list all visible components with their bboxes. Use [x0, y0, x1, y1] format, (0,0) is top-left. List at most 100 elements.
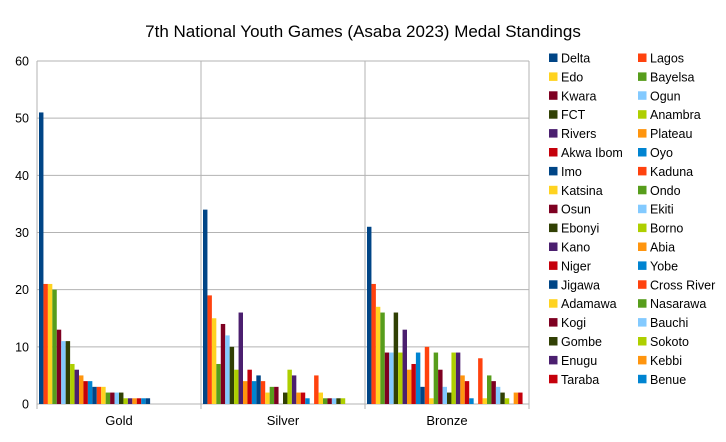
bar [367, 226, 372, 404]
legend-swatch [638, 355, 647, 365]
bar [487, 375, 492, 404]
legend-item: Osun [549, 203, 591, 217]
legend-item: Kebbi [638, 354, 682, 368]
bar [380, 312, 385, 404]
legend-label: Plateau [650, 127, 692, 141]
legend-item: Ogun [638, 89, 681, 103]
bar [101, 386, 106, 404]
legend-label: Ekiti [650, 203, 674, 217]
bar [300, 392, 306, 404]
legend-item: Katsina [549, 184, 603, 198]
legend-label: Akwa Ibom [561, 146, 623, 160]
y-tick-label: 20 [15, 283, 29, 297]
legend-swatch [549, 337, 558, 346]
bar [119, 392, 124, 404]
bar [389, 352, 394, 404]
legend-item: Abia [638, 241, 675, 255]
legend-label: Edo [561, 70, 583, 84]
legend-item: Cross River [638, 278, 715, 292]
legend-item: Rivers [549, 127, 596, 141]
legend-item: Enugu [549, 354, 597, 368]
bar [70, 363, 75, 404]
bar [211, 318, 217, 404]
legend-swatch [549, 261, 558, 270]
legend-label: Kano [561, 241, 590, 255]
bar [447, 392, 452, 404]
legend-swatch [638, 242, 647, 251]
legend-label: Ogun [650, 89, 681, 103]
legend-item: Taraba [549, 373, 599, 387]
legend-item: Edo [549, 70, 583, 84]
bar [220, 323, 226, 404]
legend-swatch [638, 204, 647, 214]
bar [256, 375, 261, 404]
bar [283, 392, 288, 404]
legend-swatch [549, 185, 558, 195]
bar [65, 341, 71, 404]
legend-label: Jigawa [561, 278, 600, 292]
bar [455, 352, 461, 404]
bar [442, 386, 447, 404]
legend-item: Lagos [638, 52, 684, 66]
legend-label: Nasarawa [650, 297, 706, 311]
legend-label: Kaduna [650, 165, 693, 179]
bar [331, 398, 337, 404]
legend-label: Benue [650, 373, 686, 387]
bar [92, 386, 97, 404]
legend-swatch [638, 166, 647, 176]
bar [238, 312, 243, 404]
legend-swatch [638, 318, 647, 327]
bar [393, 312, 399, 404]
legend-swatch [549, 72, 558, 81]
bar [47, 283, 53, 404]
bar [424, 346, 430, 404]
bar [411, 363, 416, 404]
legend-item: Plateau [638, 127, 692, 141]
bar [216, 363, 221, 404]
legend-item: Kogi [549, 316, 586, 330]
bar [61, 341, 66, 404]
legend-label: Rivers [561, 127, 596, 141]
legend-label: Ondo [650, 184, 681, 198]
bar [145, 398, 151, 404]
legend-item: Delta [549, 52, 590, 66]
y-tick-label: 0 [22, 398, 29, 412]
bar [229, 346, 235, 404]
legend-swatch [549, 355, 558, 365]
legend-label: Niger [561, 259, 591, 273]
bar [123, 398, 128, 404]
bar [429, 398, 434, 404]
bar [269, 386, 275, 404]
legend-label: Bayelsa [650, 70, 695, 84]
legend-label: FCT [561, 108, 586, 122]
legend-item: Benue [638, 373, 686, 387]
legend-item: Kwara [549, 89, 596, 103]
bars-layer [39, 112, 523, 404]
bar [243, 381, 248, 404]
legend-swatch [638, 110, 647, 119]
legend-item: Ebonyi [549, 222, 599, 236]
legend-swatch [549, 374, 558, 384]
legend-swatch [549, 129, 558, 138]
legend-item: Bayelsa [638, 70, 695, 84]
legend-item: Bauchi [638, 316, 688, 330]
bar [371, 283, 376, 404]
legend-item: Imo [549, 165, 582, 179]
bar [114, 392, 119, 404]
legend-swatch [638, 148, 647, 157]
bar [451, 352, 456, 404]
bar [127, 398, 133, 404]
legend-label: Anambra [650, 108, 701, 122]
bar [132, 398, 137, 404]
bar [384, 352, 390, 404]
bar [504, 398, 510, 404]
bar [136, 398, 142, 404]
y-tick-label: 30 [15, 226, 29, 240]
legend-item: Gombe [549, 335, 602, 349]
bar [247, 369, 252, 404]
legend-item: Sokoto [638, 335, 689, 349]
bar [415, 352, 421, 404]
legend-swatch [638, 223, 647, 233]
legend-label: Kebbi [650, 354, 682, 368]
